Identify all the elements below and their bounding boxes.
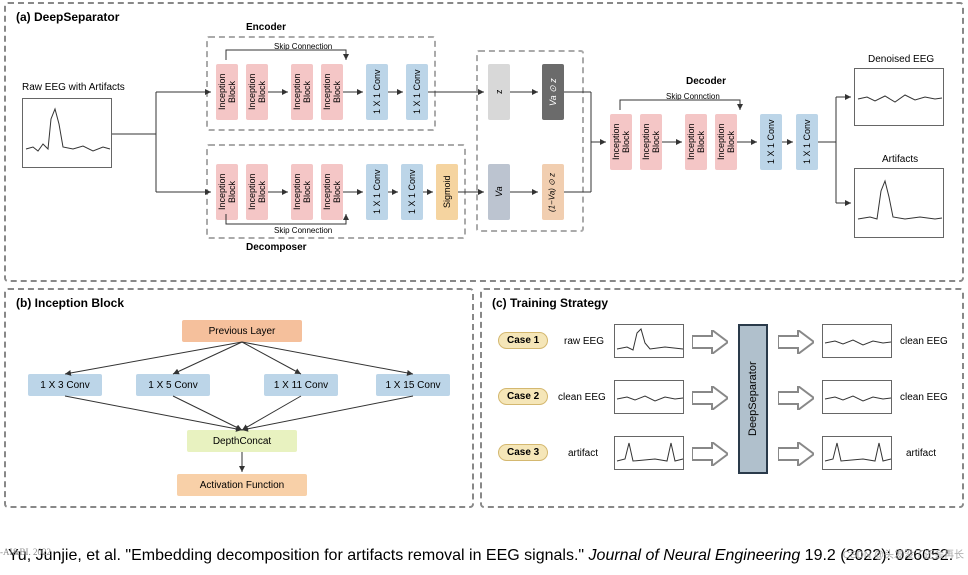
case-3-badge: Case 3 <box>498 444 548 461</box>
encoder-label: Encoder <box>246 22 286 33</box>
artifacts-label: Artifacts <box>882 154 918 165</box>
activation: Activation Function <box>177 474 307 496</box>
c1-in-label: raw EEG <box>564 336 604 347</box>
one-vaz-block: (1−Va) ⊙ z <box>542 164 564 220</box>
decoder-inception-1: Inception Block <box>610 114 632 170</box>
decoder-conv2: 1 X 1 Conv <box>796 114 818 170</box>
panel-a-title: (a) DeepSeparator <box>16 10 119 24</box>
citation-authors: Yu, Junjie, et al. "Embedding decomposit… <box>8 547 584 564</box>
denoised-signal <box>854 68 944 126</box>
panel-deepseparator: (a) DeepSeparator Raw EEG with Artifacts… <box>4 2 964 282</box>
decoder-inception-2: Inception Block <box>640 114 662 170</box>
watermark-left: -AI&BI. 2022 <box>0 547 51 557</box>
enc-conv2: 1 X 1 Conv <box>406 64 428 120</box>
prev-layer: Previous Layer <box>182 320 302 342</box>
z-block: z <box>488 64 510 120</box>
decoder-inception-3: Inception Block <box>685 114 707 170</box>
decoder-inception-4: Inception Block <box>715 114 737 170</box>
enc-conv: 1 X 1 Conv <box>366 64 388 120</box>
panel-training-strategy: (c) Training Strategy Case 1 Case 2 Case… <box>480 288 964 508</box>
dec-inception-3: Inception Block <box>291 164 313 220</box>
raw-eeg-signal <box>22 98 112 168</box>
deepseparator-block: DeepSeparator <box>738 324 768 474</box>
conv-1x5: 1 X 5 Conv <box>136 374 210 396</box>
panel-inception-block: (b) Inception Block Previous Layer 1 X 3… <box>4 288 474 508</box>
case-2-badge: Case 2 <box>498 388 548 405</box>
decoder-conv: 1 X 1 Conv <box>760 114 782 170</box>
vaz-block: Va ⊙ z <box>542 64 564 120</box>
dec-inception-2: Inception Block <box>246 164 268 220</box>
conv-1x11: 1 X 11 Conv <box>264 374 338 396</box>
panel-b-title: (b) Inception Block <box>16 296 124 310</box>
c1-in-sig <box>614 324 684 358</box>
va-block: Va <box>488 164 510 220</box>
decomposer-label: Decomposer <box>246 242 307 253</box>
c1-out-sig <box>822 324 892 358</box>
dec-conv2: 1 X 1 Conv <box>401 164 423 220</box>
citation-journal: Journal of Neural Engineering <box>589 547 801 564</box>
decoder-skip: Skip Connction <box>666 92 720 101</box>
dec-inception-4: Inception Block <box>321 164 343 220</box>
c2-in-sig <box>614 380 684 414</box>
enc-inception-4: Inception Block <box>321 64 343 120</box>
c3-in-label: artifact <box>568 448 598 459</box>
raw-eeg-label: Raw EEG with Artifacts <box>22 82 125 93</box>
dec-conv: 1 X 1 Conv <box>366 164 388 220</box>
panel-c-title: (c) Training Strategy <box>492 296 608 310</box>
dec-inception-1: Inception Block <box>216 164 238 220</box>
c3-in-sig <box>614 436 684 470</box>
c2-out-sig <box>822 380 892 414</box>
depth-concat: DepthConcat <box>187 430 297 452</box>
c3-out-sig <box>822 436 892 470</box>
enc-inception-2: Inception Block <box>246 64 268 120</box>
conv-1x15: 1 X 15 Conv <box>376 374 450 396</box>
enc-inception-3: Inception Block <box>291 64 313 120</box>
c2-out-label: clean EEG <box>900 392 948 403</box>
conv-1x3: 1 X 3 Conv <box>28 374 102 396</box>
enc-inception-1: Inception Block <box>216 64 238 120</box>
decomposer-skip: Skip Connection <box>274 226 332 235</box>
encoder-skip: Skip Connection <box>274 42 332 51</box>
artifacts-signal <box>854 168 944 238</box>
citation: Yu, Junjie, et al. "Embedding decomposit… <box>8 546 958 567</box>
c3-out-label: artifact <box>906 448 936 459</box>
case-1-badge: Case 1 <box>498 332 548 349</box>
c2-in-label: clean EEG <box>558 392 606 403</box>
watermark-right: CSDN @头发没了还会再长 <box>843 546 964 561</box>
dec-sigmoid: Sigmoid <box>436 164 458 220</box>
denoised-label: Denoised EEG <box>868 54 934 65</box>
c1-out-label: clean EEG <box>900 336 948 347</box>
decoder-label: Decoder <box>686 76 726 87</box>
